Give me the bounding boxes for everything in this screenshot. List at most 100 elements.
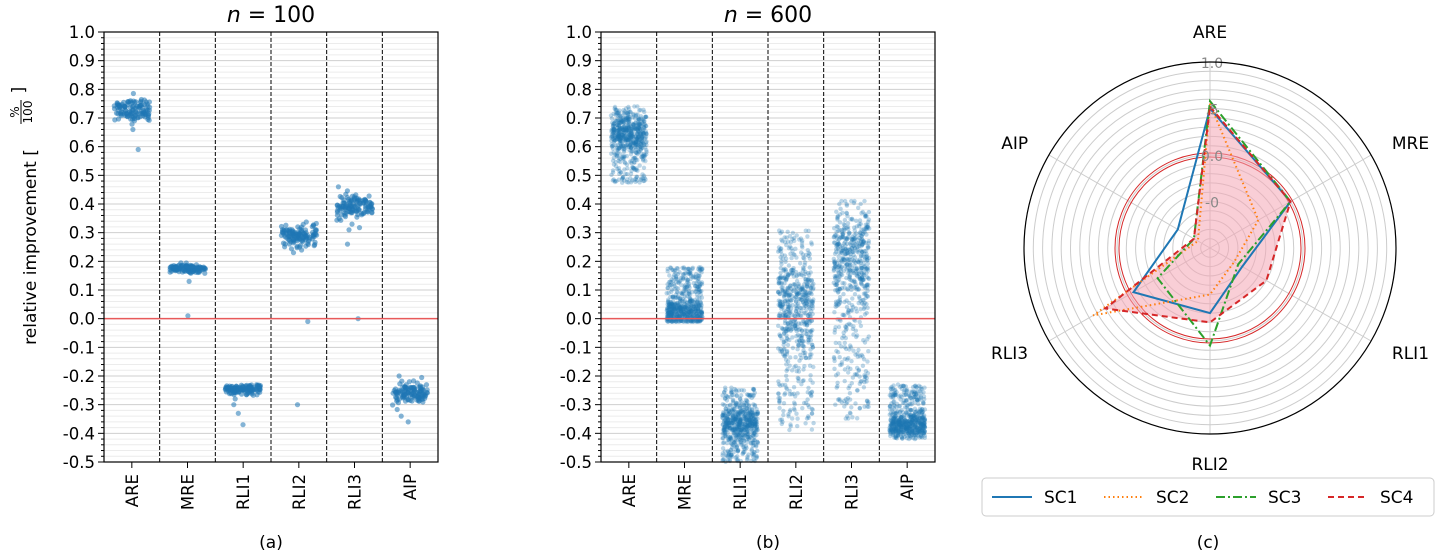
data-point xyxy=(619,126,624,131)
data-point xyxy=(833,402,838,407)
data-point xyxy=(721,419,727,424)
data-point xyxy=(842,367,848,372)
data-point xyxy=(620,132,625,138)
data-point xyxy=(636,129,641,134)
data-point xyxy=(643,114,649,120)
data-point xyxy=(627,117,632,122)
data-point xyxy=(145,116,151,122)
data-point xyxy=(853,328,858,333)
data-point xyxy=(627,132,632,138)
data-point xyxy=(776,391,781,396)
svg-text:relative improvement [: relative improvement [ xyxy=(21,149,41,345)
data-point xyxy=(831,355,837,360)
data-point xyxy=(618,145,623,150)
data-point xyxy=(628,171,634,176)
data-point xyxy=(636,120,641,125)
data-point xyxy=(786,309,791,314)
data-point xyxy=(842,217,848,223)
data-point xyxy=(639,143,645,148)
data-point xyxy=(915,420,920,426)
data-point xyxy=(636,126,642,131)
data-point xyxy=(734,403,739,408)
data-point xyxy=(864,248,869,253)
data-point xyxy=(862,229,867,235)
data-point xyxy=(619,118,624,123)
data-point xyxy=(777,291,782,297)
data-point xyxy=(618,120,623,125)
data-point xyxy=(808,289,813,294)
x-tick-label: MRE xyxy=(179,474,198,510)
data-point xyxy=(741,450,746,456)
data-point xyxy=(627,114,632,120)
data-point xyxy=(409,398,415,404)
data-point xyxy=(397,381,403,387)
data-point xyxy=(810,303,815,309)
data-point xyxy=(803,355,808,361)
data-point xyxy=(640,121,645,126)
data-point xyxy=(628,137,633,143)
panel-b-caption: (b) xyxy=(756,533,780,552)
data-point xyxy=(639,176,644,181)
radial-tick-label: 1.0 xyxy=(1201,56,1223,72)
data-point xyxy=(642,118,647,124)
data-point xyxy=(866,240,871,246)
data-point xyxy=(622,134,627,139)
data-point xyxy=(233,383,239,389)
data-point xyxy=(626,130,632,135)
data-point xyxy=(351,194,358,200)
data-point xyxy=(742,432,747,437)
data-point xyxy=(835,242,840,247)
data-point xyxy=(419,392,425,398)
data-point xyxy=(339,195,345,201)
data-point xyxy=(631,112,636,118)
data-point xyxy=(787,363,792,368)
data-point xyxy=(835,224,841,230)
data-point xyxy=(783,391,788,396)
data-point xyxy=(344,188,350,194)
data-point xyxy=(890,419,895,425)
radar-axis-label-RLI3: RLI3 xyxy=(991,344,1028,364)
data-point xyxy=(614,107,620,113)
data-point xyxy=(850,415,855,420)
data-point xyxy=(633,150,639,155)
data-point xyxy=(610,170,616,175)
data-point xyxy=(410,390,416,397)
data-point xyxy=(187,270,193,276)
data-point xyxy=(611,111,616,117)
data-point xyxy=(611,126,617,132)
data-point xyxy=(636,131,641,137)
data-point xyxy=(623,160,628,166)
cluster-RLI2 xyxy=(775,228,816,433)
data-point xyxy=(784,385,789,390)
data-point xyxy=(402,398,409,404)
y-tick-label: -0.2 xyxy=(63,367,95,386)
data-point xyxy=(620,175,625,180)
data-point xyxy=(637,121,642,127)
data-point xyxy=(849,405,854,410)
data-point xyxy=(282,241,288,247)
data-point xyxy=(625,125,630,131)
data-point xyxy=(727,415,732,420)
data-point xyxy=(231,402,237,408)
data-point xyxy=(836,258,841,263)
data-point xyxy=(783,256,789,261)
data-point xyxy=(632,140,637,146)
data-point xyxy=(729,389,734,395)
data-point xyxy=(620,129,625,135)
data-point xyxy=(618,120,624,125)
data-point xyxy=(625,120,630,125)
data-point xyxy=(626,109,631,115)
data-point xyxy=(612,138,617,144)
data-point xyxy=(852,259,857,264)
data-point xyxy=(620,142,626,148)
data-point xyxy=(837,398,842,403)
data-point xyxy=(621,174,626,180)
data-point xyxy=(630,165,635,170)
data-point xyxy=(685,283,690,288)
data-point xyxy=(338,204,344,211)
data-point xyxy=(847,391,853,396)
panel-a-points xyxy=(111,90,430,428)
data-point xyxy=(914,391,919,397)
data-point xyxy=(636,135,641,141)
data-point xyxy=(624,127,629,133)
